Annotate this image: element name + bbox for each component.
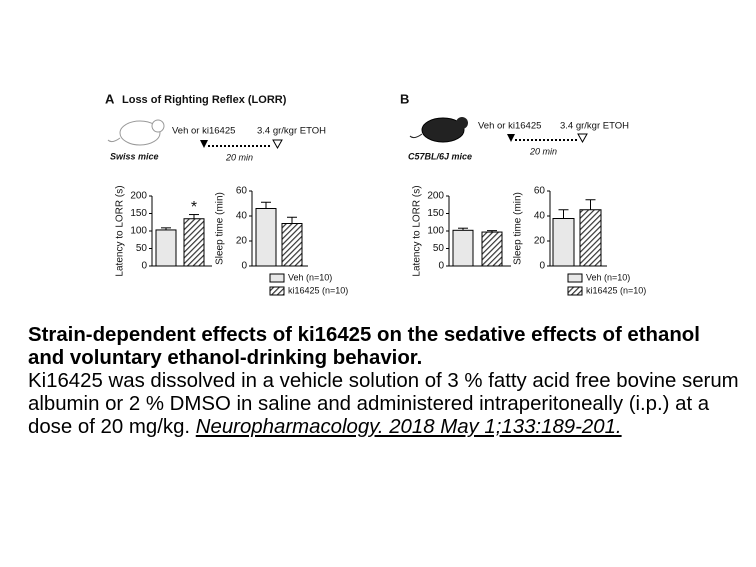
strain-label: C57BL/6J mice <box>408 151 472 161</box>
bar <box>281 223 303 267</box>
y-tick-label: 200 <box>427 191 444 202</box>
bar <box>255 208 277 267</box>
legend-label: ki16425 (n=10) <box>288 285 348 295</box>
error-bar <box>287 216 297 224</box>
y-axis-label: Sleep time (min) <box>513 192 524 265</box>
dose-label: 3.4 gr/kgr ETOH <box>560 121 629 132</box>
error-bar <box>558 209 569 219</box>
y-tick-label: 0 <box>241 261 247 272</box>
panel-label: B <box>400 91 409 106</box>
caption-title: Strain-dependent effects of ki16425 on t… <box>28 324 700 369</box>
interval-label: 20 min <box>529 146 557 156</box>
ethanol-marker <box>577 133 588 144</box>
ethanol-marker <box>272 139 283 150</box>
bar <box>452 229 474 267</box>
error-bar <box>261 201 271 209</box>
mouse-icon <box>107 119 165 146</box>
legend-swatch <box>567 273 583 283</box>
y-tick-label: 20 <box>236 236 248 247</box>
panel-title: Loss of Righting Reflex (LORR) <box>122 94 287 106</box>
figure: A Loss of Righting Reflex (LORR) Swiss m… <box>105 91 646 296</box>
y-tick-label: 60 <box>236 186 248 197</box>
bar <box>155 229 177 267</box>
panel-label: A <box>105 91 115 106</box>
y-tick-label: 40 <box>534 211 546 222</box>
y-tick-label: 150 <box>427 208 444 219</box>
error-bar <box>161 227 171 230</box>
legend-label: Veh (n=10) <box>288 272 332 282</box>
mouse-icon <box>409 117 468 143</box>
legend-swatch <box>269 273 285 283</box>
error-bar <box>585 199 596 210</box>
bar <box>552 218 575 267</box>
injection-marker <box>200 140 208 148</box>
y-tick-label: 100 <box>130 226 147 237</box>
y-axis-label: Latency to LORR (s) <box>115 185 126 276</box>
citation-link[interactable]: Neuropharmacology. 2018 May 1;133:189-20… <box>195 416 622 438</box>
legend-label: Veh (n=10) <box>586 272 630 282</box>
treatment-label: Veh or ki16425 <box>478 121 541 132</box>
significance-mark: * <box>191 199 197 216</box>
y-tick-label: 60 <box>534 186 546 197</box>
y-axis-label: Latency to LORR (s) <box>412 185 423 276</box>
legend-swatch <box>269 286 285 296</box>
dose-label: 3.4 gr/kgr ETOH <box>257 126 326 137</box>
error-bar <box>189 214 199 219</box>
caption: Strain-dependent effects of ki16425 on t… <box>28 324 740 439</box>
y-axis-label: Sleep time (min) <box>215 192 226 265</box>
strain-label: Swiss mice <box>110 151 159 161</box>
legend-label: ki16425 (n=10) <box>586 285 646 295</box>
y-tick-label: 0 <box>141 261 147 272</box>
y-tick-label: 150 <box>130 208 147 219</box>
y-tick-label: 50 <box>433 243 445 254</box>
y-tick-label: 50 <box>136 243 148 254</box>
y-tick-label: 0 <box>438 261 444 272</box>
caption-body: Ki16425 was dissolved in a vehicle solut… <box>28 370 739 438</box>
y-tick-label: 200 <box>130 191 147 202</box>
error-bar <box>487 230 497 233</box>
bar <box>481 231 503 267</box>
legend-swatch <box>567 286 583 296</box>
error-bar <box>458 227 468 231</box>
treatment-label: Veh or ki16425 <box>172 126 235 137</box>
bar <box>579 209 602 267</box>
y-tick-label: 40 <box>236 211 248 222</box>
y-tick-label: 0 <box>539 261 545 272</box>
bar <box>183 218 205 267</box>
y-tick-label: 20 <box>534 236 546 247</box>
injection-marker <box>507 134 515 142</box>
interval-label: 20 min <box>225 152 253 162</box>
y-tick-label: 100 <box>427 226 444 237</box>
